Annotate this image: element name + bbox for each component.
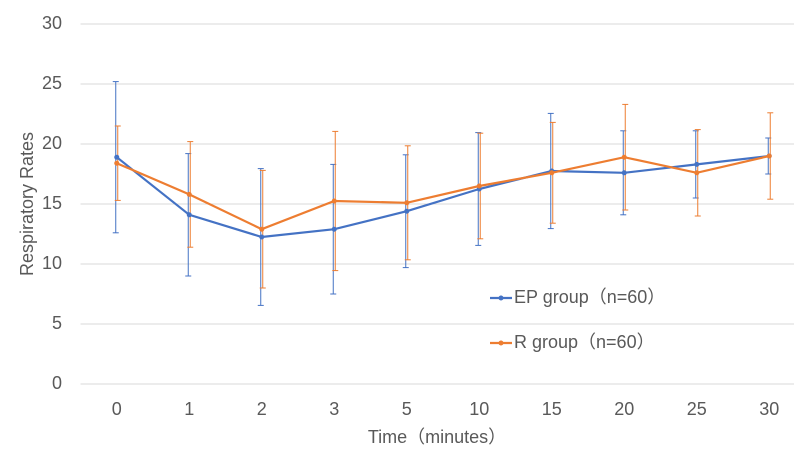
y-tick-label: 5 <box>52 313 62 333</box>
x-tick-label: 15 <box>542 399 562 419</box>
legend-marker <box>498 340 504 346</box>
point <box>766 153 772 159</box>
y-tick-label: 20 <box>42 133 62 153</box>
y-tick-label: 30 <box>42 13 62 33</box>
point <box>259 234 265 240</box>
x-tick-label: 25 <box>687 399 707 419</box>
point <box>621 170 627 176</box>
y-axis-label: Respiratory Rates <box>17 132 37 276</box>
x-axis-label: Time（minutes） <box>368 427 506 447</box>
point <box>331 226 337 232</box>
x-tick-label: 20 <box>614 399 634 419</box>
point <box>186 212 192 218</box>
series-line <box>116 154 770 239</box>
point <box>549 170 555 176</box>
point <box>404 208 410 214</box>
point <box>476 183 482 189</box>
y-tick-label: 10 <box>42 253 62 273</box>
legend-label: R group（n=60） <box>514 332 655 352</box>
point <box>404 200 410 206</box>
x-tick-label: 3 <box>329 399 339 419</box>
legend-label: EP group（n=60） <box>514 287 665 307</box>
point <box>114 160 120 166</box>
x-tick-label: 2 <box>257 399 267 419</box>
point <box>331 198 337 204</box>
x-tick-label: 1 <box>184 399 194 419</box>
series-line <box>116 154 770 231</box>
point <box>186 191 192 197</box>
point <box>114 154 120 160</box>
x-tick-label: 10 <box>469 399 489 419</box>
legend-marker <box>498 295 504 301</box>
x-tick-label: 5 <box>402 399 412 419</box>
point <box>621 154 627 160</box>
y-tick-label: 15 <box>42 193 62 213</box>
x-tick-label: 0 <box>112 399 122 419</box>
point <box>694 170 700 176</box>
point <box>694 161 700 167</box>
point <box>259 226 265 232</box>
y-tick-label: 25 <box>42 73 62 93</box>
y-tick-label: 0 <box>52 373 62 393</box>
x-tick-label: 30 <box>759 399 779 419</box>
